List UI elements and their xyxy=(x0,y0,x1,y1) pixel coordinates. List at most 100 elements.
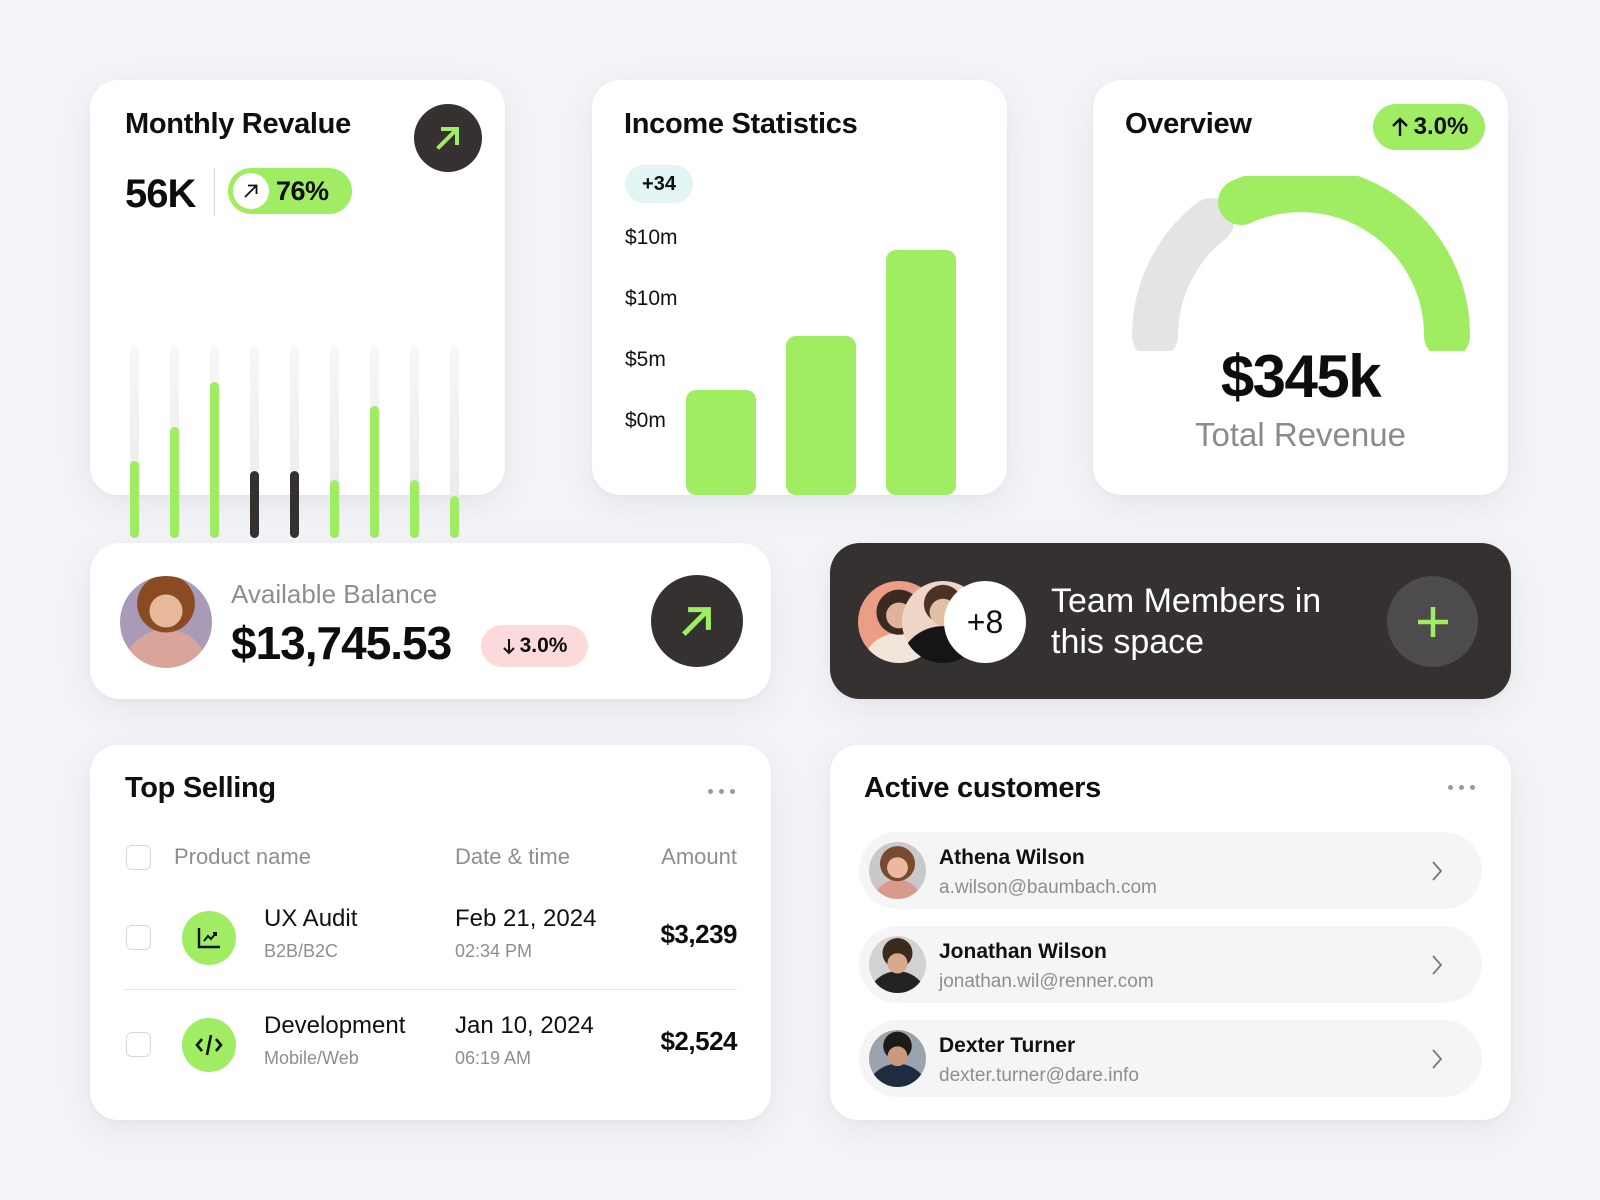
team-title-line: this space xyxy=(1051,623,1205,661)
card-title: Overview xyxy=(1125,108,1252,140)
customer-email: jonathan.wil@renner.com xyxy=(939,971,1154,992)
bar[interactable] xyxy=(410,480,419,538)
bar[interactable] xyxy=(370,406,379,538)
arrow-up-right-icon xyxy=(436,127,459,150)
column-header-amount[interactable]: Amount xyxy=(661,844,737,869)
product-icon xyxy=(182,911,236,965)
bar[interactable] xyxy=(290,471,299,538)
available-balance-card: Available Balance $13,745.53 3.0% xyxy=(90,543,771,699)
change-badge: 3.0% xyxy=(1373,104,1485,150)
customer-row[interactable]: Athena Wilson a.wilson@baumbach.com xyxy=(859,832,1482,909)
customer-avatar xyxy=(869,1030,926,1087)
income-statistics-card: Income Statistics +34 $10m $10m $5m $0m xyxy=(592,80,1007,495)
column-header-product[interactable]: Product name xyxy=(174,844,311,869)
top-selling-card: Top Selling Product name Date & time Amo… xyxy=(90,745,771,1120)
change-percent: 76% xyxy=(276,175,329,206)
bar[interactable] xyxy=(330,480,339,538)
bar[interactable] xyxy=(450,496,459,538)
chevron-right-icon xyxy=(1432,861,1443,881)
sale-date: Jan 10, 2024 xyxy=(455,1012,594,1039)
row-checkbox[interactable] xyxy=(126,1032,151,1057)
card-title: Monthly Revalue xyxy=(125,108,351,140)
customer-avatar xyxy=(869,936,926,993)
sale-time: 06:19 AM xyxy=(455,1048,532,1068)
arrow-up-icon xyxy=(1391,117,1408,136)
bar[interactable] xyxy=(210,382,219,538)
plus-icon xyxy=(1417,606,1448,637)
change-percent: 3.0% xyxy=(519,634,568,657)
monthly-value: 56K xyxy=(125,172,196,216)
open-monthly-button[interactable] xyxy=(414,104,482,172)
overview-card: Overview 3.0% $345k Total Revenue xyxy=(1093,80,1508,495)
sale-time: 02:34 PM xyxy=(455,941,533,961)
bar[interactable] xyxy=(170,427,179,538)
more-options-button[interactable] xyxy=(708,789,735,794)
product-category: B2B/B2C xyxy=(264,941,339,961)
bar-track xyxy=(370,346,379,538)
bar-track xyxy=(410,346,419,538)
change-badge: 76% xyxy=(228,168,352,214)
card-title: Active customers xyxy=(864,772,1101,804)
more-options-button[interactable] xyxy=(1448,785,1475,790)
total-revenue-label: Total Revenue xyxy=(1195,416,1406,453)
bar[interactable] xyxy=(250,471,259,538)
product-name: Development xyxy=(264,1012,406,1039)
sale-amount: $3,239 xyxy=(660,919,737,949)
change-badge: 3.0% xyxy=(481,625,588,667)
change-percent: 3.0% xyxy=(1413,113,1469,140)
row-checkbox[interactable] xyxy=(126,925,151,950)
customer-avatar xyxy=(869,842,926,899)
code-icon xyxy=(195,1034,223,1056)
bar[interactable] xyxy=(686,390,756,495)
arrow-up-right-icon xyxy=(244,184,258,198)
bar[interactable] xyxy=(886,250,956,495)
y-axis-label: $0m xyxy=(625,409,666,432)
column-header-date[interactable]: Date & time xyxy=(455,844,570,869)
monthly-bar-chart xyxy=(130,346,460,538)
card-title: Top Selling xyxy=(125,772,276,804)
row-divider xyxy=(124,989,737,990)
income-bar-chart xyxy=(686,200,981,535)
y-axis-label: $10m xyxy=(625,226,678,249)
monthly-revalue-card: Monthly Revalue 56K 76% xyxy=(90,80,505,538)
chart-line-icon xyxy=(197,928,220,949)
product-icon xyxy=(182,1018,236,1072)
balance-label: Available Balance xyxy=(231,579,438,609)
avatar xyxy=(120,576,212,668)
product-name: UX Audit xyxy=(264,905,358,932)
team-title-line: Team Members in xyxy=(1051,582,1322,620)
arrow-up-right-icon xyxy=(682,607,711,636)
bar[interactable] xyxy=(786,336,856,495)
select-all-checkbox[interactable] xyxy=(126,845,151,870)
bar-track xyxy=(170,346,179,538)
bar-track xyxy=(210,346,219,538)
product-category: Mobile/Web xyxy=(264,1048,359,1068)
team-title: Team Members in this space xyxy=(1051,581,1381,663)
chevron-right-icon xyxy=(1432,955,1443,975)
customer-email: a.wilson@baumbach.com xyxy=(939,877,1157,898)
add-member-button[interactable] xyxy=(1387,576,1478,667)
card-title: Income Statistics xyxy=(624,108,858,140)
bar-track xyxy=(130,346,139,538)
sale-date: Feb 21, 2024 xyxy=(455,905,597,932)
bar-track xyxy=(250,346,259,538)
y-axis-label: $10m xyxy=(625,287,678,310)
customer-row[interactable]: Dexter Turner dexter.turner@dare.info xyxy=(859,1020,1482,1097)
customer-name: Dexter Turner xyxy=(939,1034,1076,1057)
bar-track xyxy=(450,346,459,538)
team-members-card: +8 Team Members in this space xyxy=(830,543,1511,699)
income-badge: +34 xyxy=(625,165,693,203)
arrow-down-icon xyxy=(502,639,515,655)
more-members-count[interactable]: +8 xyxy=(944,581,1026,663)
customer-row[interactable]: Jonathan Wilson jonathan.wil@renner.com xyxy=(859,926,1482,1003)
revenue-gauge xyxy=(1132,176,1471,351)
customer-name: Athena Wilson xyxy=(939,846,1085,869)
bar-track xyxy=(290,346,299,538)
customer-name: Jonathan Wilson xyxy=(939,940,1107,963)
y-axis-label: $5m xyxy=(625,348,666,371)
total-revenue-value: $345k xyxy=(1220,343,1382,410)
bar[interactable] xyxy=(130,461,139,538)
open-balance-button[interactable] xyxy=(651,575,743,667)
balance-amount: $13,745.53 xyxy=(231,617,452,669)
active-customers-card: Active customers Athena Wilson a.wilson@… xyxy=(830,745,1511,1120)
